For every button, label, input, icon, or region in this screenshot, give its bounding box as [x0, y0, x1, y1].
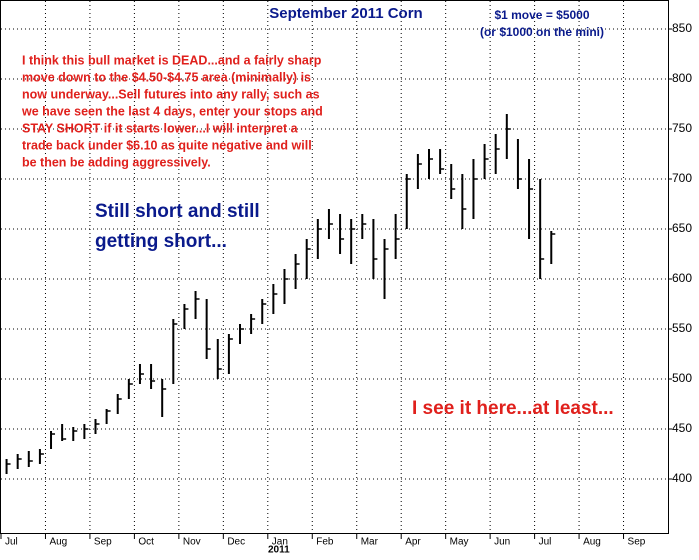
y-tick-label: 550 [672, 321, 692, 335]
x-tick-label: Jul [5, 537, 18, 548]
y-tick-label: 400 [672, 471, 692, 485]
x-tick-label: Mar [361, 537, 379, 548]
year-label: 2011 [268, 545, 290, 555]
x-tick-label: Nov [183, 537, 201, 548]
commentary-line: move down to the $4.50-$4.75 area (minim… [22, 70, 311, 84]
x-tick-label: Aug [49, 537, 67, 548]
note: I see it here...at least... [412, 398, 614, 419]
y-tick-label: 450 [672, 421, 692, 435]
y-tick-label: 600 [672, 271, 692, 285]
chart-title: September 2011 Corn [269, 5, 422, 22]
y-tick-label: 500 [672, 371, 692, 385]
y-tick-label: 650 [672, 221, 692, 235]
callout: getting short... [95, 231, 227, 252]
x-tick-label: Jul [539, 537, 552, 548]
commentary-line: trade back under $6.10 as quite negative… [22, 138, 312, 152]
commentary-line: be then be adding aggressively. [22, 155, 211, 169]
y-tick-label: 850 [672, 21, 692, 35]
x-tick-label: May [450, 537, 469, 548]
y-tick-label: 800 [672, 71, 692, 85]
x-tick-label: Sep [628, 537, 646, 548]
x-tick-label: Jan [272, 537, 288, 548]
commentary-line: we have seen the last 4 days, enter your… [21, 104, 323, 118]
commentary-line: now underway...Sell futures into any ral… [22, 87, 320, 101]
x-tick-label: Jun [494, 537, 510, 548]
x-tick-label: Sep [94, 537, 112, 548]
callout: Still short and still [95, 201, 260, 222]
x-tick-label: Dec [227, 537, 245, 548]
annotation: (or $1000 on the mini) [480, 25, 604, 39]
x-tick-label: Apr [405, 537, 421, 548]
annotation: $1 move = $5000 [494, 8, 589, 22]
x-tick-label: Aug [583, 537, 601, 548]
grid [1, 1, 668, 533]
x-tick-label: Feb [316, 537, 334, 548]
y-tick-label: 750 [672, 121, 692, 135]
plot-frame [0, 0, 669, 534]
bars [5, 114, 556, 474]
y-tick-label: 700 [672, 171, 692, 185]
commentary-line: I think this bull market is DEAD...and a… [22, 53, 322, 67]
commentary-line: STAY SHORT if it starts lower...I will i… [22, 121, 299, 135]
x-tick-label: Oct [138, 537, 154, 548]
